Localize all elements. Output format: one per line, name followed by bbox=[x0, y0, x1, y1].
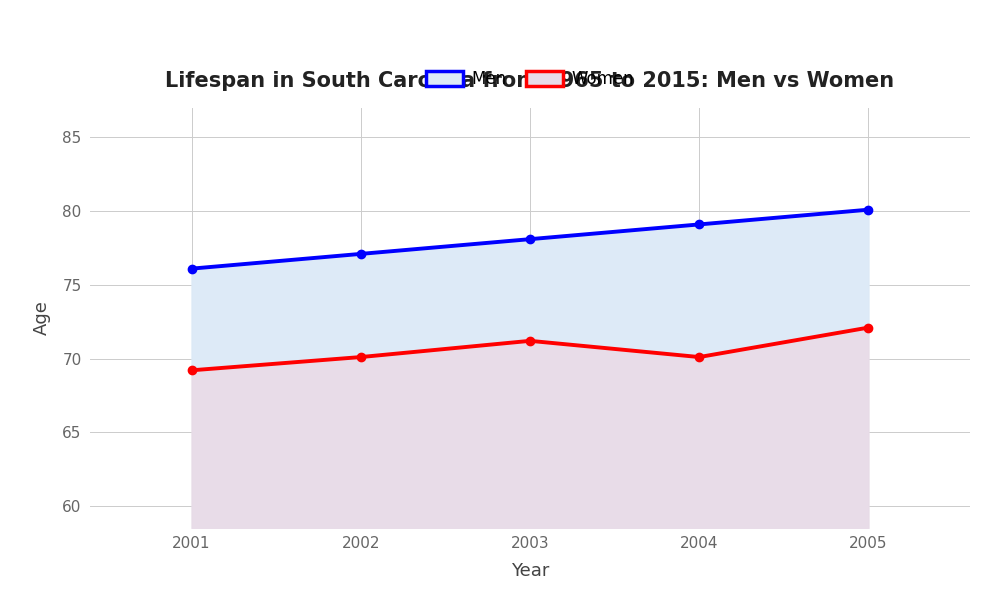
Legend: Men, Women: Men, Women bbox=[418, 62, 642, 97]
X-axis label: Year: Year bbox=[511, 562, 549, 580]
Title: Lifespan in South Carolina from 1965 to 2015: Men vs Women: Lifespan in South Carolina from 1965 to … bbox=[165, 71, 895, 91]
Y-axis label: Age: Age bbox=[33, 301, 51, 335]
